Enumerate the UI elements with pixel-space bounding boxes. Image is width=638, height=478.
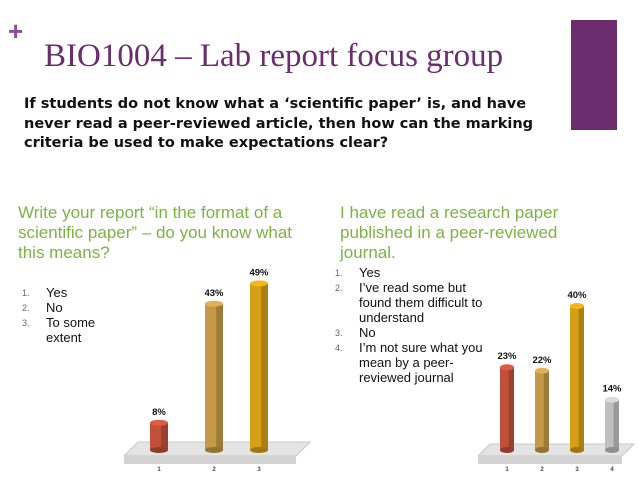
bar-bottom	[570, 447, 584, 453]
list-item: 2. No	[22, 300, 63, 315]
plus-icon: +	[8, 16, 24, 46]
bar-top	[205, 300, 223, 307]
slide-title: BIO1004 – Lab report focus group	[44, 38, 504, 74]
bar-1	[150, 419, 168, 453]
data-label: 49%	[249, 267, 269, 278]
bar-top	[535, 367, 549, 374]
tick-label: 1	[505, 467, 509, 473]
data-label: 14%	[602, 384, 622, 395]
bar-shade	[161, 422, 168, 450]
bar-top	[250, 280, 268, 287]
bar-1	[500, 364, 514, 453]
bar-bottom	[535, 447, 549, 453]
bar-2	[535, 367, 549, 453]
list-item: 4. I’m not sure what you mean by a peer-r…	[335, 340, 483, 385]
tick-label: 1	[157, 467, 161, 473]
chart-floor-edge	[124, 456, 296, 464]
bar-bottom	[605, 447, 619, 453]
tick-label: 3	[257, 467, 261, 473]
chart-left: 8% 1 43% 2 49% 3	[122, 267, 312, 473]
chart-floor-edge	[478, 456, 622, 464]
tick-label: 2	[212, 467, 216, 473]
list-item: 3. No	[335, 325, 376, 340]
bar-shade	[508, 367, 514, 450]
data-label: 40%	[567, 290, 587, 301]
right-question: I have read a research paper published i…	[340, 203, 559, 262]
bar-top	[570, 303, 584, 309]
data-label: 22%	[532, 355, 552, 366]
tick-label: 4	[610, 467, 614, 473]
data-label: 8%	[152, 407, 166, 418]
list-item: 1. Yes	[335, 265, 381, 280]
accent-bar	[571, 20, 617, 130]
bar-shade	[261, 283, 268, 450]
bar-bottom	[250, 447, 268, 453]
bar-shade	[543, 370, 549, 450]
left-options: 1. Yes 2. No 3. To some extent	[22, 285, 117, 345]
left-question: Write your report “in the format of a sc…	[18, 203, 293, 262]
bar-3	[250, 280, 268, 453]
bar-top	[605, 396, 619, 403]
data-label: 43%	[204, 288, 224, 299]
tick-label: 2	[540, 467, 544, 473]
bar-bottom	[500, 447, 514, 453]
list-item: 3. To some extent	[22, 315, 96, 345]
bar-shade	[216, 303, 223, 450]
bar-3	[570, 303, 584, 453]
intro-text: If students do not know what a ‘scientif…	[24, 96, 534, 151]
bar-2	[205, 300, 223, 453]
bar-top	[150, 419, 168, 426]
bar-shade	[578, 306, 584, 450]
bar-bottom	[150, 447, 168, 453]
bar-4	[605, 396, 619, 453]
right-options: 1. Yes 2. I’ve read some but found them di…	[335, 265, 485, 385]
list-item: 1. Yes	[22, 285, 68, 300]
bar-top	[500, 364, 514, 371]
data-label: 23%	[497, 351, 517, 362]
bar-bottom	[205, 447, 223, 453]
list-item: 2. I’ve read some but found them difficul…	[335, 280, 483, 325]
tick-label: 3	[575, 467, 579, 473]
bar-shade	[613, 399, 619, 450]
chart-right: 23% 1 22% 2 40% 3 14% 4	[476, 290, 636, 473]
